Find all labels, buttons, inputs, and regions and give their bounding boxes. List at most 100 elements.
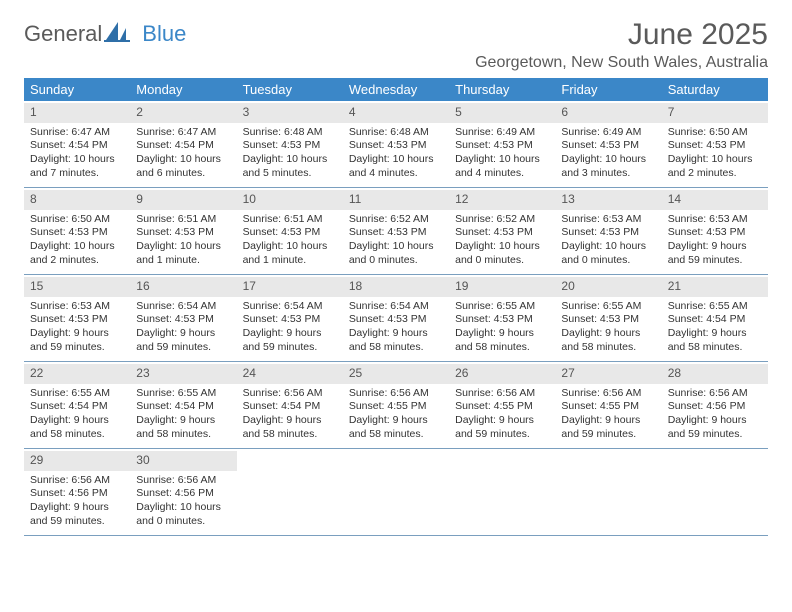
day-sunrise: Sunrise: 6:53 AM [561,213,655,227]
day-number-row: 10 [237,190,343,210]
day-sunrise: Sunrise: 6:56 AM [30,474,124,488]
day-number: 15 [30,279,43,293]
day-sunset: Sunset: 4:53 PM [561,313,655,327]
day-sunset: Sunset: 4:53 PM [349,313,443,327]
day-number-row: 27 [555,364,661,384]
day-sunset: Sunset: 4:55 PM [561,400,655,414]
day-d1: Daylight: 9 hours [668,240,762,254]
day-d1: Daylight: 9 hours [349,414,443,428]
day-d2: and 58 minutes. [668,341,762,355]
day-d1: Daylight: 9 hours [136,414,230,428]
day-d2: and 58 minutes. [349,428,443,442]
day-d2: and 0 minutes. [136,515,230,529]
day-sunset: Sunset: 4:53 PM [455,313,549,327]
day-d2: and 58 minutes. [30,428,124,442]
day-d1: Daylight: 10 hours [243,153,337,167]
day-sunset: Sunset: 4:54 PM [30,400,124,414]
calendar-day [662,449,768,535]
day-number: 1 [30,105,37,119]
day-number-row: 8 [24,190,130,210]
day-d2: and 0 minutes. [349,254,443,268]
calendar-day: 1Sunrise: 6:47 AMSunset: 4:54 PMDaylight… [24,101,130,187]
calendar-day: 8Sunrise: 6:50 AMSunset: 4:53 PMDaylight… [24,188,130,274]
day-sunset: Sunset: 4:54 PM [136,400,230,414]
day-number-row: 5 [449,103,555,123]
calendar-day: 5Sunrise: 6:49 AMSunset: 4:53 PMDaylight… [449,101,555,187]
day-sunrise: Sunrise: 6:52 AM [455,213,549,227]
day-number-row: 30 [130,451,236,471]
calendar-day: 25Sunrise: 6:56 AMSunset: 4:55 PMDayligh… [343,362,449,448]
day-number-row: 26 [449,364,555,384]
day-number: 16 [136,279,149,293]
day-d1: Daylight: 10 hours [349,153,443,167]
calendar-day: 19 Sunrise: 6:55 AMSunset: 4:53 PMDayligh… [449,275,555,361]
calendar-day: 11Sunrise: 6:52 AMSunset: 4:53 PMDayligh… [343,188,449,274]
day-d1: Daylight: 9 hours [136,327,230,341]
day-sunrise: Sunrise: 6:47 AM [136,126,230,140]
day-sunset: Sunset: 4:56 PM [30,487,124,501]
day-sunset: Sunset: 4:56 PM [136,487,230,501]
day-sunset: Sunset: 4:53 PM [30,313,124,327]
day-number: 3 [243,105,250,119]
day-d2: and 2 minutes. [30,254,124,268]
day-sunrise: Sunrise: 6:55 AM [561,300,655,314]
day-sunset: Sunset: 4:53 PM [243,139,337,153]
calendar-day: 27Sunrise: 6:56 AMSunset: 4:55 PMDayligh… [555,362,661,448]
day-number-row: 4 [343,103,449,123]
calendar-day: 7Sunrise: 6:50 AMSunset: 4:53 PMDaylight… [662,101,768,187]
day-d1: Daylight: 9 hours [243,414,337,428]
day-d1: Daylight: 9 hours [455,327,549,341]
day-d1: Daylight: 9 hours [243,327,337,341]
day-sunset: Sunset: 4:53 PM [668,139,762,153]
day-d1: Daylight: 9 hours [30,414,124,428]
day-d2: and 0 minutes. [455,254,549,268]
day-sunrise: Sunrise: 6:55 AM [455,300,549,314]
day-sunrise: Sunrise: 6:51 AM [136,213,230,227]
calendar-day: 3 Sunrise: 6:48 AMSunset: 4:53 PMDaylight… [237,101,343,187]
day-d2: and 59 minutes. [136,341,230,355]
day-number-row: 28 [662,364,768,384]
day-number-row: 24 [237,364,343,384]
day-d1: Daylight: 10 hours [455,153,549,167]
day-number-row: 18 [343,277,449,297]
day-number: 14 [668,192,681,206]
day-d2: and 7 minutes. [30,167,124,181]
day-sunrise: Sunrise: 6:48 AM [243,126,337,140]
calendar-week: 15Sunrise: 6:53 AMSunset: 4:53 PMDayligh… [24,275,768,362]
calendar-week: 22Sunrise: 6:55 AMSunset: 4:54 PMDayligh… [24,362,768,449]
logo: General Blue [24,20,186,47]
day-sunrise: Sunrise: 6:48 AM [349,126,443,140]
calendar-day: 26Sunrise: 6:56 AMSunset: 4:55 PMDayligh… [449,362,555,448]
calendar-day: 12Sunrise: 6:52 AMSunset: 4:53 PMDayligh… [449,188,555,274]
calendar-week: 8Sunrise: 6:50 AMSunset: 4:53 PMDaylight… [24,188,768,275]
day-sunset: Sunset: 4:56 PM [668,400,762,414]
day-number: 11 [349,192,361,206]
day-d1: Daylight: 9 hours [30,501,124,515]
day-d2: and 2 minutes. [668,167,762,181]
day-d2: and 58 minutes. [349,341,443,355]
day-sunset: Sunset: 4:54 PM [30,139,124,153]
day-number: 9 [136,192,143,206]
day-number: 25 [349,366,362,380]
day-number: 30 [136,453,149,467]
day-sunrise: Sunrise: 6:47 AM [30,126,124,140]
calendar-day: 28Sunrise: 6:56 AMSunset: 4:56 PMDayligh… [662,362,768,448]
calendar-day: 22Sunrise: 6:55 AMSunset: 4:54 PMDayligh… [24,362,130,448]
day-number: 29 [30,453,43,467]
day-number-row: 19 [449,277,555,297]
day-sunrise: Sunrise: 6:56 AM [668,387,762,401]
day-number-row: 16 [130,277,236,297]
day-d2: and 59 minutes. [668,254,762,268]
day-d1: Daylight: 10 hours [349,240,443,254]
header: General Blue June 2025 Georgetown, New S… [24,18,768,72]
day-d1: Daylight: 9 hours [349,327,443,341]
day-number-row: 23 [130,364,236,384]
calendar-day: 17Sunrise: 6:54 AMSunset: 4:53 PMDayligh… [237,275,343,361]
day-sunset: Sunset: 4:53 PM [561,139,655,153]
day-number-row: 17 [237,277,343,297]
calendar-day: 14Sunrise: 6:53 AMSunset: 4:53 PMDayligh… [662,188,768,274]
calendar-day: 18Sunrise: 6:54 AMSunset: 4:53 PMDayligh… [343,275,449,361]
calendar-day: 9Sunrise: 6:51 AMSunset: 4:53 PMDaylight… [130,188,236,274]
weekday-header: Monday [130,78,236,101]
logo-sail-icon [104,20,130,47]
